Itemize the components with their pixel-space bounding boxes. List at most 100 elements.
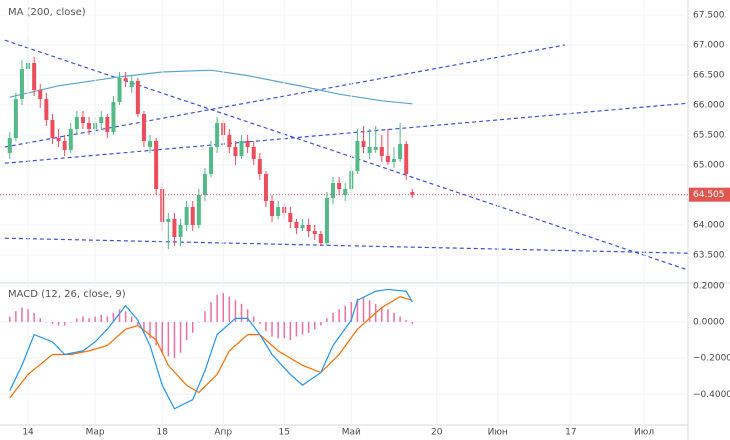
histogram-bar: [393, 312, 395, 322]
histogram-bar: [381, 307, 383, 322]
candle-body: [184, 207, 189, 225]
histogram-bar: [246, 309, 249, 322]
macd-line: [9, 288, 413, 410]
y-tick-label: 66.500: [693, 71, 725, 81]
candle-body: [361, 141, 366, 147]
pane-title: MA (200, close): [8, 7, 86, 18]
candle-body: [62, 141, 67, 150]
histogram-bar: [307, 321, 310, 333]
candle-body: [215, 123, 220, 147]
histogram-bar: [9, 316, 11, 322]
histogram-bar: [289, 321, 292, 341]
histogram-bar: [27, 309, 29, 322]
candle-body: [318, 234, 323, 243]
histogram-bar: [338, 309, 340, 322]
histogram-bar: [106, 316, 109, 322]
histogram-bar: [70, 321, 72, 323]
candle-body: [263, 174, 268, 201]
histogram-bar: [265, 321, 267, 331]
candle-body: [294, 222, 299, 228]
x-tick-label: 20: [431, 428, 443, 438]
histogram-bar: [252, 316, 255, 322]
candle-body: [233, 147, 238, 156]
histogram-bar: [210, 302, 212, 322]
histogram-bar: [149, 321, 151, 339]
histogram-bar: [45, 321, 48, 323]
histogram-bar: [240, 303, 243, 322]
candle-body: [196, 195, 201, 225]
histogram-bar: [161, 321, 163, 353]
candle-body: [300, 225, 305, 228]
candle-body: [392, 159, 397, 162]
candle-body: [385, 156, 390, 162]
candle-body: [123, 78, 128, 81]
candle-body: [32, 63, 37, 90]
candle-body: [239, 141, 244, 156]
histogram-bar: [399, 316, 401, 322]
histogram-bar: [82, 316, 84, 322]
y-tick-label: 64.000: [693, 221, 725, 231]
candle-body: [178, 225, 183, 237]
histogram-bar: [259, 321, 261, 324]
trend-line: [4, 237, 689, 254]
candle-body: [38, 90, 43, 99]
x-tick-label: 18: [157, 428, 169, 438]
histogram-bar: [332, 312, 334, 322]
y-tick-label: −0.2000: [693, 354, 730, 364]
histogram-bar: [63, 321, 66, 326]
histogram-bar: [143, 321, 145, 333]
candle-body: [343, 189, 348, 195]
histogram-bar: [271, 321, 273, 337]
candle-body: [80, 117, 85, 123]
candle-body: [87, 123, 92, 129]
histogram-bar: [295, 321, 298, 337]
candle-body: [190, 207, 195, 225]
histogram-bar: [350, 302, 353, 322]
candle-body: [404, 144, 409, 174]
histogram-bar: [57, 321, 60, 326]
histogram-bar: [118, 309, 121, 322]
candle-body: [148, 141, 153, 147]
candle-body: [398, 144, 403, 159]
x-tick-label: Май: [342, 428, 361, 438]
candle-body: [56, 138, 61, 141]
histogram-bar: [33, 312, 35, 322]
histogram-bar: [51, 321, 54, 324]
candle-body: [324, 198, 329, 243]
y-tick-label: 66.000: [693, 101, 725, 111]
ma-line: [9, 69, 413, 105]
histogram-bar: [167, 321, 170, 357]
candle-body: [355, 141, 360, 171]
candle-body: [172, 219, 177, 237]
candle-body: [288, 213, 293, 222]
x-tick-label: 17: [565, 428, 576, 438]
candle-body: [50, 120, 55, 138]
candle-body: [105, 117, 110, 132]
histogram-bar: [368, 300, 371, 322]
y-tick-label: 0.2000: [693, 281, 725, 291]
histogram-bar: [15, 311, 17, 322]
pane-title: MACD (12, 26, close, 9): [8, 289, 126, 300]
candle-body: [276, 207, 281, 216]
candle-body: [312, 231, 317, 234]
histogram-bar: [301, 321, 304, 335]
histogram-bar: [362, 296, 365, 322]
histogram-bar: [277, 321, 279, 339]
candle-body: [245, 141, 250, 147]
x-tick-label: Июл: [634, 428, 654, 438]
candle-body: [129, 81, 134, 87]
histogram-bar: [191, 321, 194, 333]
histogram-bar: [173, 321, 176, 359]
candle-body: [13, 99, 18, 138]
candle-body: [74, 117, 79, 129]
histogram-bar: [320, 321, 322, 326]
candle-body: [154, 141, 159, 189]
histogram-bar: [76, 318, 78, 322]
y-tick-label: 65.500: [693, 131, 725, 141]
candle-body: [337, 183, 342, 189]
histogram-bar: [228, 296, 231, 322]
candle-body: [7, 138, 12, 153]
histogram-bar: [185, 321, 188, 341]
